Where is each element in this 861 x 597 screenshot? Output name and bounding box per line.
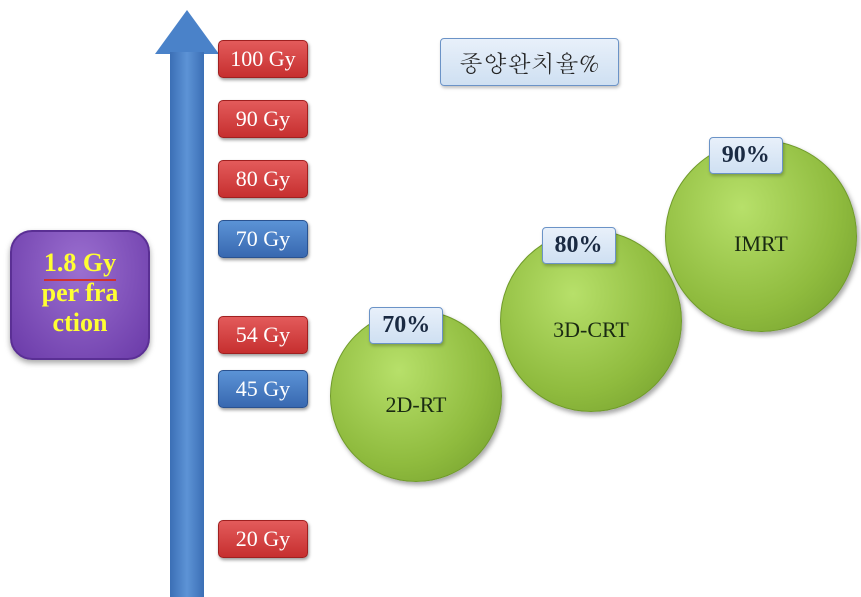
circle-label: IMRT <box>666 231 856 257</box>
title-box: 종양완치율% <box>440 38 619 86</box>
dose-box-1: 90 Gy <box>218 100 308 138</box>
circle-label: 3D-CRT <box>501 317 681 343</box>
dose-box-3: 70 Gy <box>218 220 308 258</box>
dose-box-2: 80 Gy <box>218 160 308 198</box>
dose-box-0: 100 Gy <box>218 40 308 78</box>
arrow-head <box>155 10 219 54</box>
fraction-dose-line1: 1.8 Gy <box>44 248 116 281</box>
fraction-dose-line3: ction <box>53 308 108 337</box>
dose-box-4: 54 Gy <box>218 316 308 354</box>
circle-label: 2D-RT <box>331 392 501 418</box>
pct-box: 70% <box>369 307 443 344</box>
circle-3d-crt: 3D-CRT 80% <box>500 230 682 412</box>
dose-box-6: 20 Gy <box>218 520 308 558</box>
arrow-shaft <box>170 52 204 597</box>
fraction-dose-box: 1.8 Gy per fra ction <box>10 230 150 360</box>
circle-2d-rt: 2D-RT 70% <box>330 310 502 482</box>
dose-box-5: 45 Gy <box>218 370 308 408</box>
fraction-dose-line2: per fra <box>42 278 119 307</box>
pct-box: 90% <box>709 137 783 174</box>
pct-box: 80% <box>542 227 616 264</box>
circle-imrt: IMRT 90% <box>665 140 857 332</box>
title-text: 종양완치율% <box>459 45 600 79</box>
